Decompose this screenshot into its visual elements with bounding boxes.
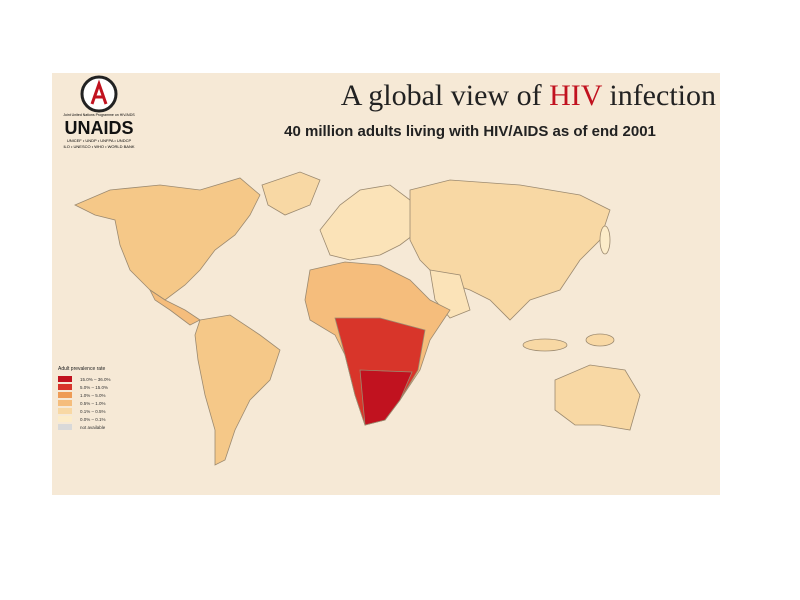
legend-swatch bbox=[58, 416, 72, 422]
australia bbox=[554, 364, 641, 431]
logo-emblem bbox=[80, 75, 118, 113]
legend-swatch bbox=[58, 424, 72, 430]
legend-label: 15.0% – 36.0% bbox=[80, 377, 111, 382]
legend-swatch bbox=[58, 408, 72, 414]
legend-swatch bbox=[58, 384, 72, 390]
greenland bbox=[261, 171, 321, 216]
south-america bbox=[194, 314, 281, 466]
logo-ribbon bbox=[90, 79, 108, 105]
africa-southern bbox=[359, 369, 413, 426]
north-america bbox=[74, 177, 261, 301]
legend-label: 0.1% – 0.5% bbox=[80, 409, 106, 414]
world-map bbox=[74, 171, 641, 466]
new-guinea bbox=[585, 333, 615, 347]
legend: Adult prevalence rate 15.0% – 36.0% 5.0% … bbox=[58, 366, 111, 430]
legend-label: 5.0% – 15.0% bbox=[80, 385, 108, 390]
logo-sponsors: UNICEF • UNDP • UNFPA • UNDCP bbox=[67, 138, 132, 143]
legend-swatch bbox=[58, 400, 72, 406]
title: A global view of HIV infection bbox=[341, 79, 716, 112]
title-part: infection bbox=[602, 79, 716, 112]
subtitle: 40 million adults living with HIV/AIDS a… bbox=[284, 123, 656, 140]
japan bbox=[599, 225, 611, 255]
legend-label: 0.0% – 0.1% bbox=[80, 417, 106, 422]
legend-label: 0.5% – 1.0% bbox=[80, 401, 106, 406]
logo-org: Joint United Nations Programme on HIV/AI… bbox=[63, 113, 135, 117]
indonesia bbox=[522, 338, 568, 352]
title-highlight: HIV bbox=[549, 79, 603, 112]
central-america bbox=[148, 288, 201, 326]
legend-swatch bbox=[58, 376, 72, 382]
legend-title: Adult prevalence rate bbox=[58, 366, 105, 372]
legend-label: not available bbox=[80, 425, 106, 430]
logo-name: UNAIDS bbox=[64, 118, 133, 138]
legend-swatch bbox=[58, 392, 72, 398]
legend-label: 1.0% – 5.0% bbox=[80, 393, 106, 398]
title-part: A global view of bbox=[341, 79, 549, 112]
logo: Joint United Nations Programme on HIV/AI… bbox=[63, 75, 135, 149]
logo-sponsors: ILO • UNESCO • WHO • WORLD BANK bbox=[63, 144, 134, 149]
